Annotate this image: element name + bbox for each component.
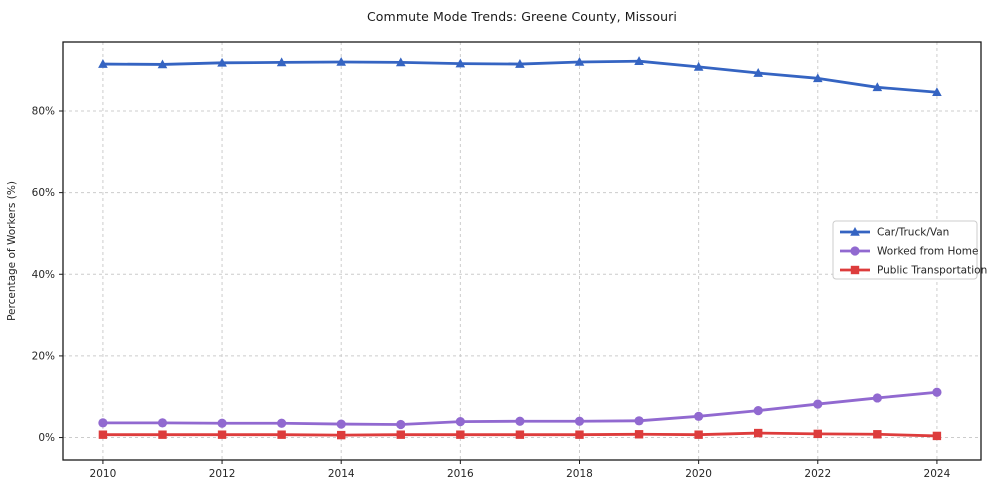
- marker-circle: [98, 418, 108, 428]
- marker-square: [456, 430, 465, 439]
- marker-square: [813, 429, 822, 439]
- plot-border: [62, 41, 982, 461]
- y-axis-label: Percentage of Workers (%): [6, 181, 18, 321]
- marker-triangle: [693, 61, 704, 71]
- marker-square: [575, 430, 584, 439]
- marker-square: [634, 430, 644, 439]
- marker-circle: [872, 393, 882, 403]
- y-tick-label: 20%: [32, 350, 55, 362]
- legend-label: Public Transportation: [877, 265, 987, 277]
- axis-ticks: 2010 2012 2014 2016 2018 2020 2022 2024 0% 20% 40%…: [32, 105, 951, 480]
- y-tick-label: 80%: [32, 105, 55, 117]
- marker-square: [277, 430, 286, 439]
- legend-item-car-truck-van: Car/Truck/Van: [840, 227, 949, 239]
- marker-triangle: [812, 73, 823, 83]
- series-car-truck-van: [98, 56, 942, 97]
- marker-square: [217, 430, 227, 439]
- y-tick-label: 40%: [32, 269, 55, 281]
- marker-square: [850, 265, 860, 275]
- marker-triangle: [276, 57, 287, 67]
- marker-square: [515, 430, 525, 439]
- x-tick-label: 2014: [328, 468, 355, 480]
- marker-square: [873, 430, 882, 439]
- marker-circle: [217, 418, 227, 428]
- marker-square: [694, 430, 703, 439]
- x-tick-label: 2018: [566, 468, 593, 480]
- marker-square: [98, 430, 108, 439]
- marker-triangle: [98, 59, 108, 68]
- marker-circle: [336, 419, 346, 429]
- marker-circle: [455, 417, 465, 427]
- legend-item-public-transportation: Public Transportation: [840, 265, 987, 277]
- marker-circle: [634, 416, 644, 426]
- marker-square: [396, 430, 405, 439]
- marker-square: [932, 431, 942, 441]
- marker-triangle: [850, 227, 860, 236]
- legend-label: Worked from Home: [877, 246, 978, 258]
- series-public-transportation: [98, 428, 942, 441]
- x-tick-label: 2022: [804, 468, 831, 480]
- marker-circle: [932, 387, 942, 397]
- marker-triangle: [157, 59, 168, 69]
- marker-circle: [157, 418, 168, 428]
- x-tick-label: 2020: [685, 468, 712, 480]
- marker-triangle: [932, 87, 942, 97]
- y-tick-label: 60%: [32, 187, 55, 199]
- marker-triangle: [753, 68, 764, 77]
- marker-triangle: [217, 57, 227, 67]
- marker-triangle: [574, 57, 585, 66]
- marker-circle: [515, 416, 525, 426]
- marker-triangle: [395, 57, 406, 67]
- x-tick-label: 2012: [209, 468, 236, 480]
- legend-box: [832, 220, 978, 280]
- legend-label: Car/Truck/Van: [877, 227, 949, 239]
- legend-item-worked-from-home: Worked from Home: [840, 246, 978, 258]
- x-tick-label: 2024: [924, 468, 951, 480]
- marker-square: [336, 430, 346, 440]
- marker-circle: [813, 399, 823, 409]
- y-tick-label: 0%: [38, 432, 55, 444]
- chart-title: Commute Mode Trends: Greene County, Miss…: [366, 9, 677, 24]
- x-tick-label: 2010: [90, 468, 117, 480]
- marker-triangle: [336, 57, 346, 66]
- marker-triangle: [515, 59, 525, 68]
- series-worked-from-home: [98, 387, 942, 430]
- marker-circle: [277, 418, 287, 428]
- marker-circle: [753, 406, 763, 416]
- marker-circle: [396, 419, 406, 430]
- marker-circle: [574, 416, 585, 426]
- x-tick-label: 2016: [447, 468, 474, 480]
- marker-square: [754, 428, 763, 438]
- marker-triangle: [872, 82, 883, 92]
- marker-square: [158, 430, 167, 439]
- legend: Car/Truck/Van Worked from Home Public Tran…: [832, 220, 987, 280]
- marker-triangle: [455, 58, 466, 68]
- marker-triangle: [634, 56, 644, 65]
- marker-circle: [694, 411, 704, 421]
- marker-circle: [850, 246, 860, 256]
